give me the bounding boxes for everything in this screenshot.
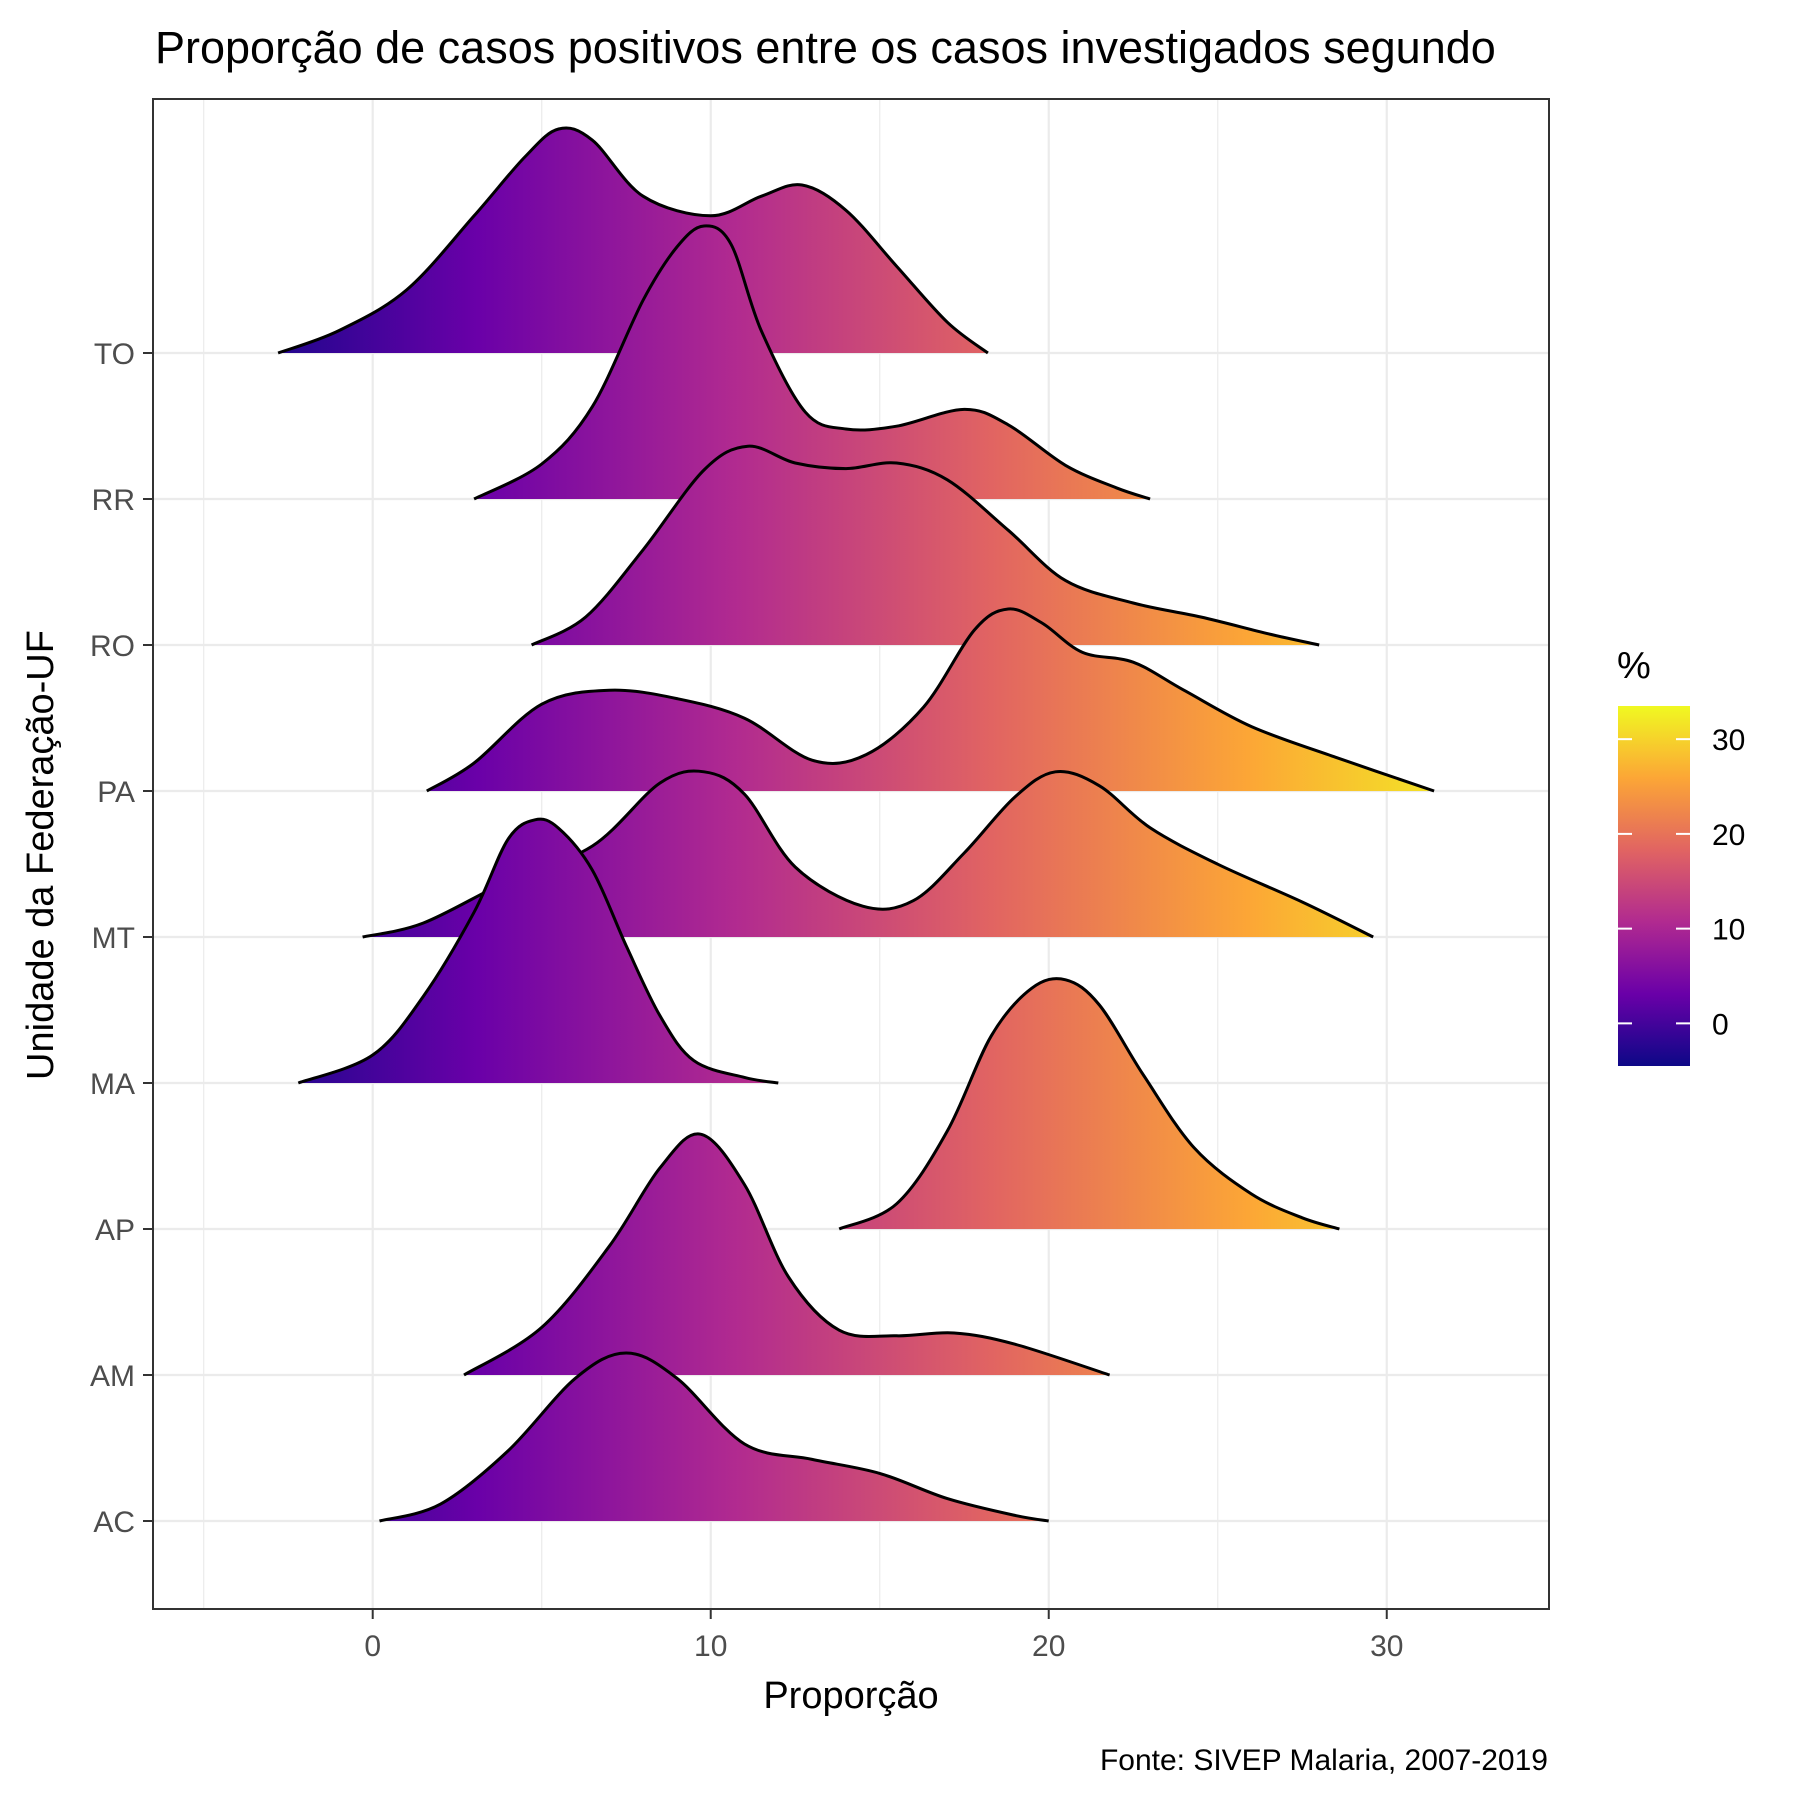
y-tick-label-rr: RR xyxy=(92,484,135,517)
y-tick-label-ro: RO xyxy=(90,630,135,663)
y-axis-title: Unidade da Federação-UF xyxy=(20,630,62,1080)
ridges xyxy=(277,126,1435,1523)
ridge-fill-to xyxy=(278,127,988,353)
ridge-fill-ro xyxy=(531,446,1320,645)
y-tick-label-ap: AP xyxy=(95,1214,135,1247)
ridge-line-ma xyxy=(297,817,779,1085)
legend-tick-label: 20 xyxy=(1712,819,1745,852)
ridge-line-pa xyxy=(426,607,1435,793)
ridge-line-to xyxy=(277,126,989,355)
y-axis: AC AM AP MA MT PA RO RR TO xyxy=(90,338,153,1539)
ridge-fill-am xyxy=(464,1133,1110,1375)
y-tick-label-ma: MA xyxy=(90,1068,135,1101)
chart-title: Proporção de casos positivos entre os ca… xyxy=(155,22,1496,73)
y-tick-label-ac: AC xyxy=(93,1506,135,1539)
x-tick-label: 0 xyxy=(364,1630,381,1663)
color-legend: % 0 10 20 30 xyxy=(1617,645,1745,1066)
ridge-fill-ma xyxy=(298,819,779,1083)
legend-title: % xyxy=(1617,645,1651,687)
legend-tick-label: 10 xyxy=(1712,914,1745,947)
ridge-line-ro xyxy=(530,444,1320,647)
y-tick-label-to: TO xyxy=(94,338,135,371)
panel-border xyxy=(152,98,1550,1610)
ridge-line-ac xyxy=(379,1351,1049,1523)
ridge-line-ap xyxy=(838,977,1340,1231)
x-tick-label: 30 xyxy=(1370,1630,1403,1663)
x-axis: 0 10 20 30 xyxy=(364,1609,1403,1663)
legend-tick-label: 0 xyxy=(1712,1008,1729,1041)
ridge-fill-ap xyxy=(839,978,1340,1229)
ridge-fill-mt xyxy=(362,771,1374,937)
y-tick-label-pa: PA xyxy=(97,776,135,809)
y-tick-label-am: AM xyxy=(90,1360,135,1393)
ridge-line-am xyxy=(463,1132,1111,1377)
legend-colorbar xyxy=(1618,706,1690,1066)
legend-tick-label: 30 xyxy=(1712,724,1745,757)
x-axis-title: Proporção xyxy=(763,1675,938,1717)
caption: Fonte: SIVEP Malaria, 2007-2019 xyxy=(1100,1744,1548,1777)
x-tick-label: 10 xyxy=(694,1630,727,1663)
y-tick-label-mt: MT xyxy=(92,922,135,955)
ridge-fill-rr xyxy=(474,225,1151,499)
ridge-line-rr xyxy=(473,224,1151,501)
ridge-fill-ac xyxy=(379,1353,1049,1521)
x-tick-label: 20 xyxy=(1032,1630,1065,1663)
